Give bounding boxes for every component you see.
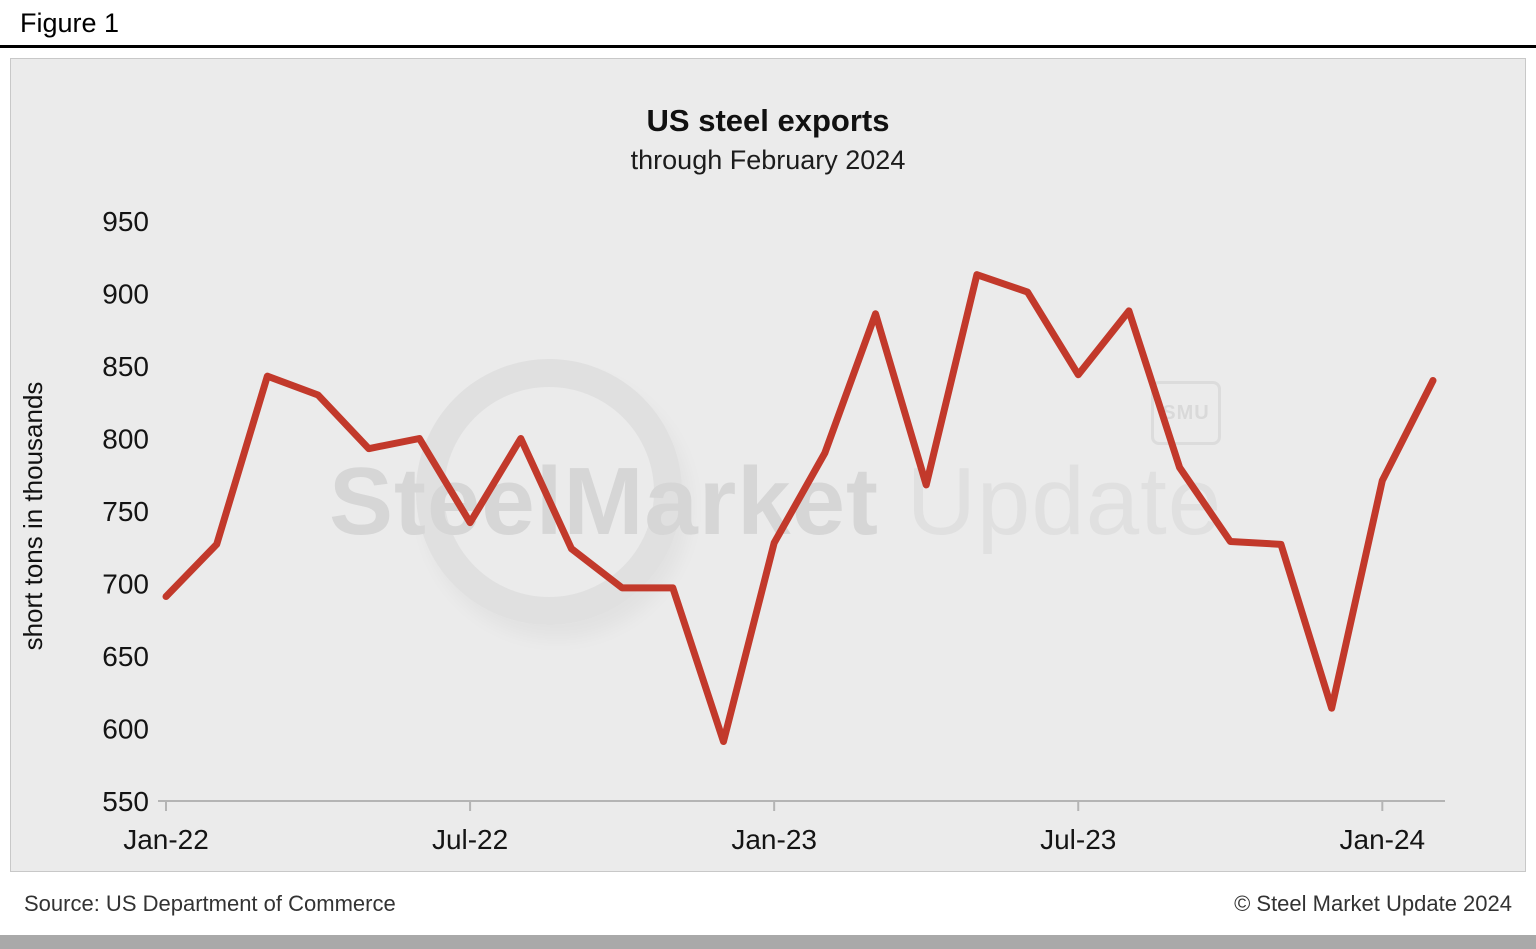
- svg-text:600: 600: [102, 714, 149, 745]
- svg-text:Jan-23: Jan-23: [731, 824, 817, 855]
- svg-text:Jul-23: Jul-23: [1040, 824, 1116, 855]
- line-chart-canvas: Jan-22 Jul-22 Jan-23 Jul-23 Jan-24 550 600 650 7…: [102, 206, 1445, 855]
- svg-text:550: 550: [102, 786, 149, 817]
- svg-text:850: 850: [102, 351, 149, 382]
- svg-text:Jan-24: Jan-24: [1340, 824, 1426, 855]
- chart-panel: SteelMarket Update SMU US steel exports …: [10, 58, 1526, 872]
- chart-title: US steel exports: [646, 103, 890, 138]
- svg-text:750: 750: [102, 496, 149, 527]
- svg-text:Jan-22: Jan-22: [123, 824, 209, 855]
- svg-text:950: 950: [102, 206, 149, 237]
- svg-text:900: 900: [102, 279, 149, 310]
- svg-text:800: 800: [102, 424, 149, 455]
- bottom-strip: [0, 935, 1536, 949]
- chart-subtitle: through February 2024: [630, 145, 906, 175]
- y-axis-label: short tons in thousands: [18, 381, 48, 651]
- copyright-note: © Steel Market Update 2024: [1234, 890, 1512, 916]
- figure-footer: Source: US Department of Commerce © Stee…: [10, 872, 1526, 935]
- svg-text:650: 650: [102, 641, 149, 672]
- svg-text:700: 700: [102, 569, 149, 600]
- svg-text:Jul-22: Jul-22: [432, 824, 508, 855]
- source-note: Source: US Department of Commerce: [24, 890, 396, 916]
- figure-label: Figure 1: [0, 0, 1536, 48]
